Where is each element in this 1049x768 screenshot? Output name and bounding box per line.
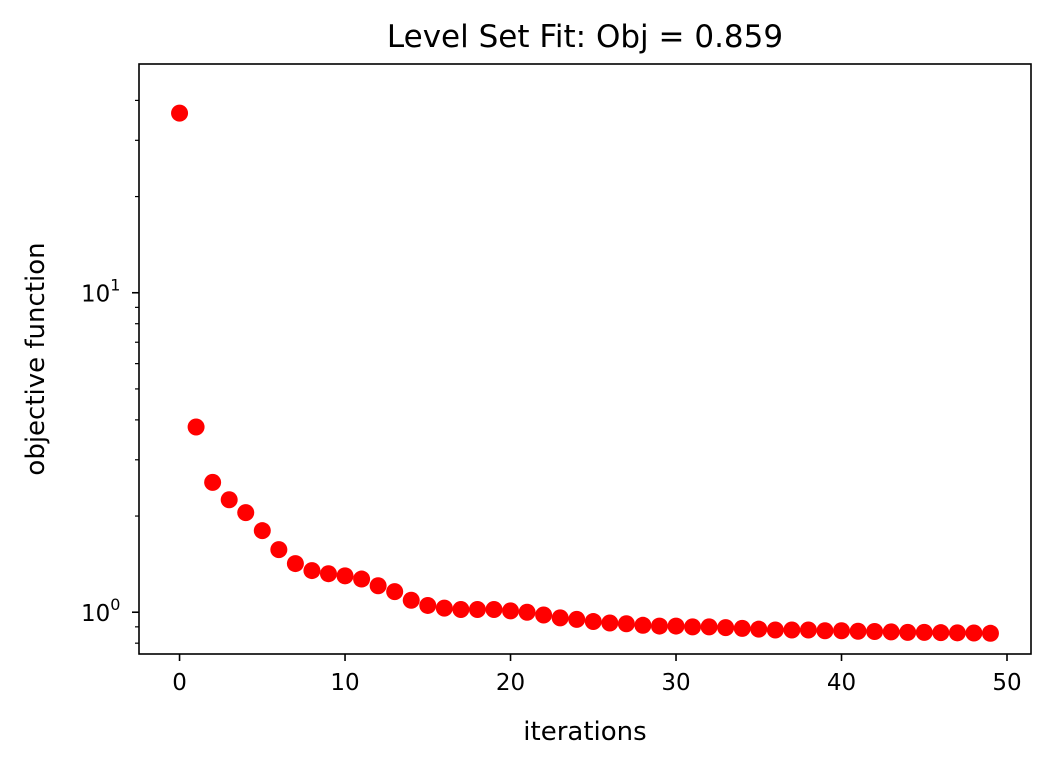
- data-point: [369, 577, 387, 595]
- data-point: [435, 599, 453, 617]
- data-point: [402, 591, 420, 609]
- data-point: [733, 619, 751, 637]
- data-point: [452, 600, 470, 618]
- data-point: [253, 522, 271, 540]
- data-point: [700, 618, 718, 636]
- chart-title: Level Set Fit: Obj = 0.859: [387, 19, 783, 55]
- data-point: [353, 570, 371, 588]
- data-point: [220, 491, 238, 509]
- data-point: [684, 618, 702, 636]
- data-point: [750, 620, 768, 638]
- data-point: [766, 621, 784, 639]
- data-point: [270, 541, 288, 559]
- data-point: [187, 418, 205, 436]
- data-point: [634, 616, 652, 634]
- data-point: [783, 621, 801, 639]
- data-point: [286, 555, 304, 573]
- data-point: [502, 602, 520, 620]
- data-point: [849, 622, 867, 640]
- y-tick-label: 101: [81, 276, 120, 308]
- data-point: [171, 104, 189, 122]
- data-point: [882, 623, 900, 641]
- data-point: [386, 583, 404, 601]
- x-tick-label: 30: [661, 670, 690, 696]
- x-tick-label: 40: [827, 670, 856, 696]
- data-point: [568, 610, 586, 628]
- data-point: [932, 624, 950, 642]
- data-point: [899, 623, 917, 641]
- y-axis: 100 101: [81, 99, 139, 644]
- data-point: [717, 619, 735, 637]
- data-point: [866, 623, 884, 641]
- data-point: [485, 600, 503, 618]
- data-point: [617, 615, 635, 633]
- data-points: [171, 104, 999, 642]
- data-point: [237, 504, 255, 522]
- data-point: [601, 614, 619, 632]
- data-point: [833, 622, 851, 640]
- x-axis-label: iterations: [523, 717, 646, 747]
- data-point: [319, 565, 337, 583]
- x-tick-label: 0: [172, 670, 187, 696]
- x-tick-label: 50: [992, 670, 1021, 696]
- data-point: [799, 621, 817, 639]
- data-point: [650, 617, 668, 635]
- data-point: [948, 624, 966, 642]
- data-point: [303, 562, 321, 580]
- y-axis-label: objective function: [21, 242, 51, 475]
- data-point: [204, 473, 222, 491]
- data-point: [551, 609, 569, 627]
- data-point: [336, 567, 354, 585]
- data-point: [518, 603, 536, 621]
- x-tick-label: 20: [496, 670, 525, 696]
- data-point: [667, 617, 685, 635]
- data-point: [468, 600, 486, 618]
- data-point: [915, 623, 933, 641]
- data-point: [816, 622, 834, 640]
- plot-area-frame: [138, 63, 1032, 655]
- x-tick-label: 10: [330, 670, 359, 696]
- data-point: [965, 624, 983, 642]
- x-axis: 0 10 20 30 40 50: [172, 654, 1022, 696]
- data-point: [981, 624, 999, 642]
- data-point: [584, 613, 602, 631]
- y-tick-label: 100: [81, 595, 120, 627]
- data-point: [419, 596, 437, 614]
- data-point: [535, 606, 553, 624]
